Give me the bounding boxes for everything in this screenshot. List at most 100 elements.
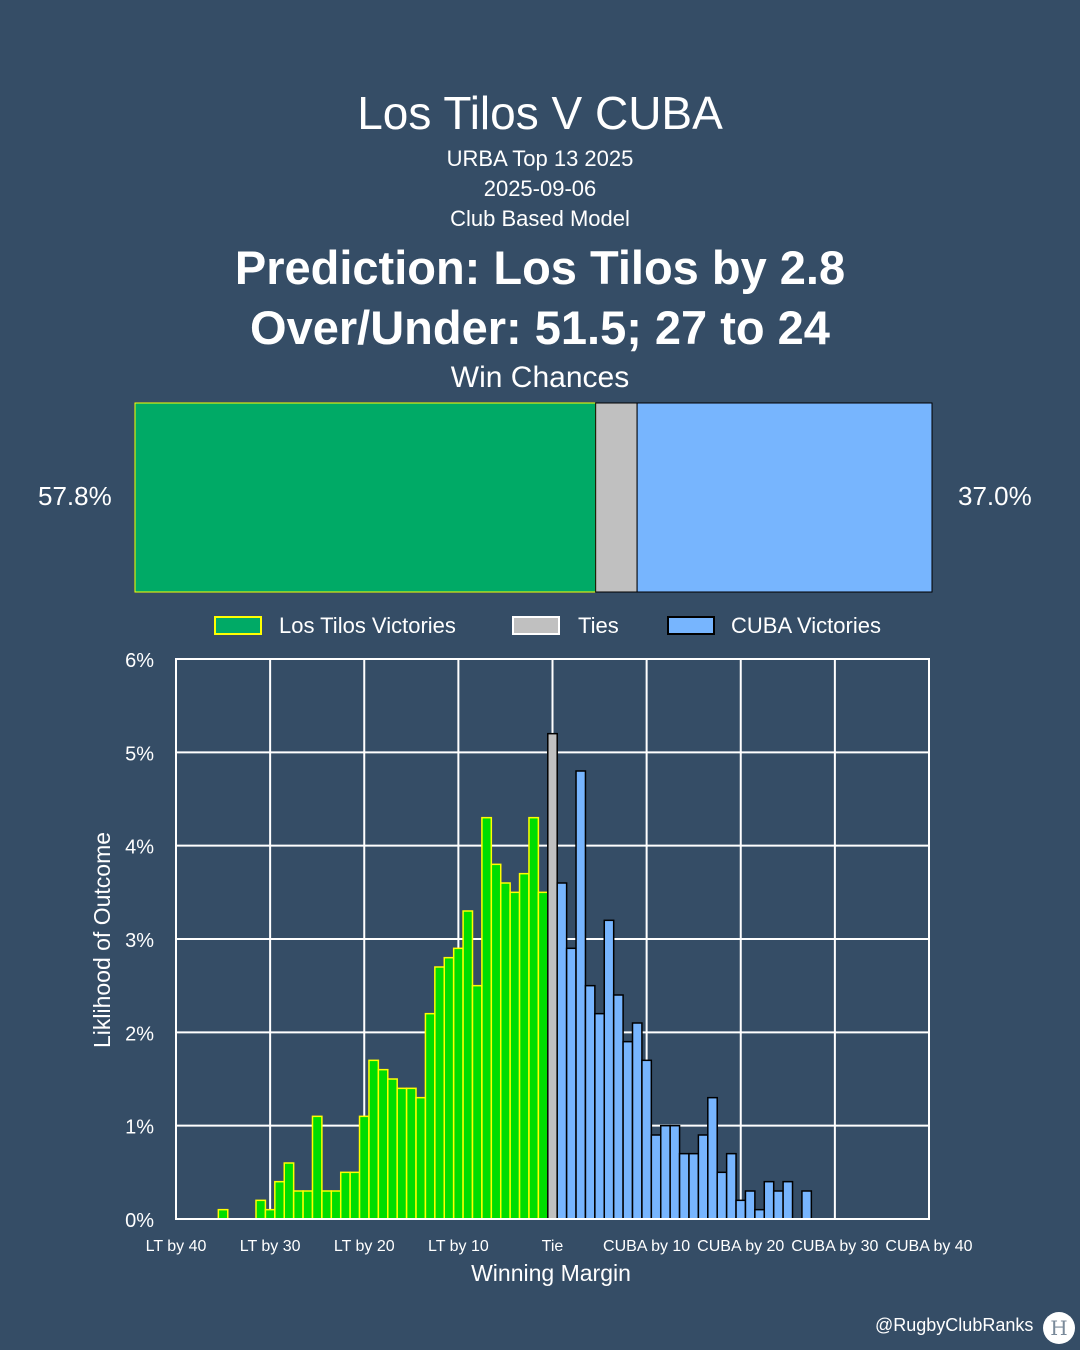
y-tick-label: 0% [125,1210,154,1232]
los-tilos-bar [349,1171,361,1220]
cuba-bar [575,770,587,1220]
x-tick-label: Tie [542,1238,564,1255]
cuba-bar [725,1152,737,1220]
win-chances-title: Win Chances [450,361,630,394]
los-tilos-bar [387,1078,398,1220]
x-tick-label: CUBA by 20 [697,1238,784,1255]
cuba-bar [716,1171,728,1220]
los-tilos-bar [255,1199,267,1220]
los-tilos-bar [217,1208,229,1220]
x-tick-label: LT by 20 [334,1238,395,1255]
cuba-bar [707,1096,718,1220]
los-tilos-bar [471,984,483,1220]
legend-swatch [512,616,560,635]
y-tick-label: 2% [125,1023,154,1045]
y-tick-label: 6% [125,650,154,672]
cuba-bar [669,1124,681,1220]
credit-handle: @RugbyClubRanks [875,1315,1034,1335]
y-tick-label: 3% [125,930,154,952]
cuba-bar [622,1040,634,1220]
los-tilos-win-percent: 57.8% [38,481,112,511]
win-chances-bar [134,402,933,593]
cuba-bar [612,994,624,1220]
cuba-bar [565,947,577,1220]
cuba-bar [754,1208,766,1220]
los-tilos-bar [396,1087,408,1220]
cuba-bar [801,1190,813,1220]
cuba-bar [763,1180,775,1220]
histogram-bars [217,732,813,1220]
legend-label: Ties [578,613,619,638]
los-tilos-bar [358,1115,370,1220]
legend-swatch [667,616,715,635]
x-tick-label: LT by 40 [146,1238,207,1255]
ties-segment [595,402,638,593]
match-date: 2025-09-06 [483,176,597,201]
los-tilos-bar [509,891,521,1220]
x-axis-label: Winning Margin [471,1260,631,1286]
los-tilos-bar [330,1190,342,1220]
cuba-win-percent: 37.0% [958,481,1032,511]
model-label: Club Based Model [450,206,630,231]
los-tilos-bar [405,1087,417,1220]
y-tick-label: 4% [125,837,154,859]
cuba-bar [650,1134,662,1220]
los-tilos-bar [302,1190,314,1220]
cuba-bar [659,1124,671,1220]
x-tick-label: CUBA by 30 [791,1238,878,1255]
los-tilos-bar [339,1171,351,1220]
los-tilos-bar [311,1115,323,1220]
los-tilos-bar [528,816,540,1220]
cuba-win-segment [636,402,933,593]
cuba-bar [594,1012,606,1220]
cuba-bar [697,1134,709,1220]
histogram-axes: 0% 1% 2% 3% 4% 5% 6% LT by 40 LT by 30 LT by 20 LT… [125,650,973,1255]
los-tilos-bar [443,956,455,1220]
los-tilos-bar [537,891,549,1220]
los-tilos-bar [424,1012,436,1220]
los-tilos-bar [415,1096,427,1220]
tie-bar [547,732,558,1220]
los-tilos-bar [518,872,530,1220]
cuba-bar [735,1199,747,1220]
legend: Los Tilos Victories Ties CUBA Victories [214,613,881,638]
over-under-text: Over/Under: 51.5; 27 to 24 [250,301,830,354]
cuba-bar [641,1059,653,1220]
cuba-bar [631,1022,643,1220]
legend-label: Los Tilos Victories [279,613,456,638]
los-tilos-win-segment [134,402,597,593]
x-tick-label: CUBA by 10 [603,1238,690,1255]
cuba-bar [772,1190,784,1220]
cuba-bar [688,1152,700,1220]
cuba-bar [584,984,596,1220]
los-tilos-bar [481,816,493,1220]
legend-label: CUBA Victories [731,613,881,638]
cuba-bar [678,1152,690,1220]
cuba-bar [556,882,568,1220]
los-tilos-bar [292,1190,304,1220]
x-tick-label: LT by 10 [428,1238,489,1255]
los-tilos-bar [377,1068,389,1220]
cuba-bar [603,919,615,1220]
los-tilos-bar [368,1059,380,1220]
los-tilos-bar [462,910,474,1220]
rugby-posts-icon: H [1043,1312,1075,1344]
cuba-bar [782,1180,794,1220]
los-tilos-bar [283,1162,295,1220]
los-tilos-bar [264,1208,276,1220]
competition-label: URBA Top 13 2025 [446,146,634,171]
x-tick-label: LT by 30 [240,1238,301,1255]
los-tilos-bar [452,947,464,1220]
los-tilos-bar [499,882,511,1220]
y-axis-label: Liklihood of Outcome [89,832,115,1048]
los-tilos-bar [490,863,502,1220]
los-tilos-bar [434,966,446,1220]
y-tick-label: 5% [125,743,154,765]
x-tick-label: CUBA by 40 [885,1238,972,1255]
legend-swatch [214,616,262,635]
y-tick-label: 1% [125,1117,154,1139]
los-tilos-bar [321,1190,333,1220]
cuba-bar [744,1190,756,1220]
los-tilos-bar [274,1180,285,1220]
